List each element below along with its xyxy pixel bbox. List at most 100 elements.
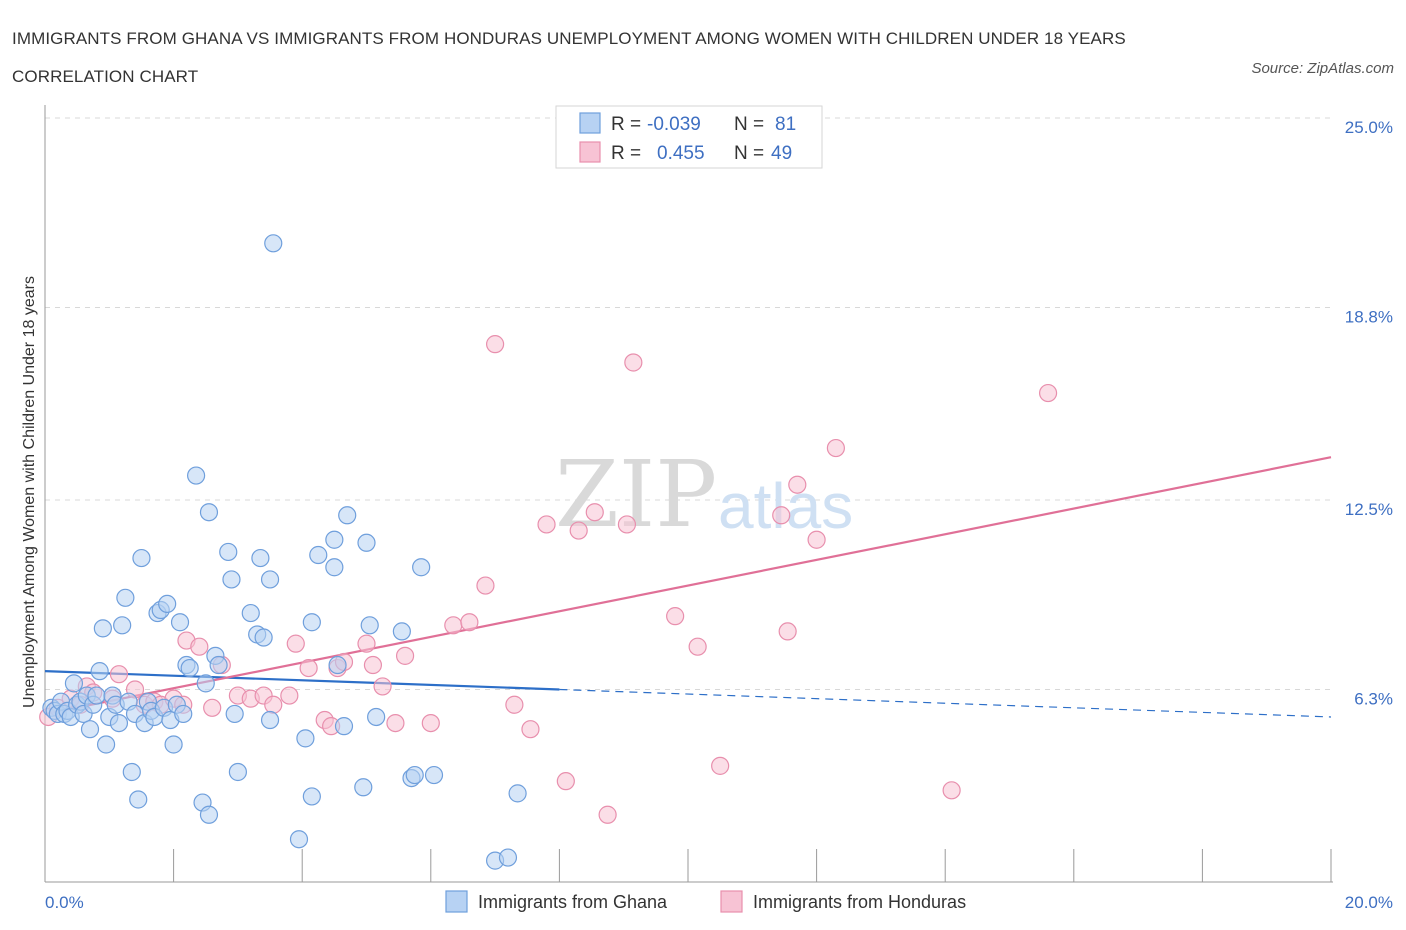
ghana-point xyxy=(508,784,527,803)
ghana-point xyxy=(325,558,344,577)
ghana-point xyxy=(180,658,199,678)
honduras-point xyxy=(537,515,556,534)
honduras-point xyxy=(109,665,129,684)
data-points xyxy=(39,234,1058,870)
honduras-point xyxy=(521,720,540,739)
honduras-point xyxy=(598,805,617,824)
bottom-legend-honduras-label: Immigrants from Honduras xyxy=(753,892,966,912)
ghana-point xyxy=(132,548,151,568)
x-tick-labels: 0.0% 20.0% xyxy=(45,893,1393,912)
honduras-point xyxy=(486,335,505,354)
honduras-point xyxy=(395,646,415,665)
legend-honduras-swatch xyxy=(579,141,601,163)
ghana-point xyxy=(80,720,100,739)
ghana-point xyxy=(199,503,219,522)
honduras-point xyxy=(617,515,637,534)
ghana-point xyxy=(260,710,280,730)
ghana-point xyxy=(405,765,424,785)
honduras-point xyxy=(299,658,318,678)
legend-n-label: N = xyxy=(734,143,764,164)
ghana-point xyxy=(158,594,177,614)
ghana-point xyxy=(260,570,280,589)
y-tick-label: 6.3% xyxy=(1354,689,1393,708)
ghana-point xyxy=(113,616,132,635)
y-tick-label: 18.8% xyxy=(1345,307,1393,326)
ghana-point xyxy=(199,805,219,824)
honduras-point xyxy=(280,686,299,705)
ghana-point xyxy=(360,616,379,635)
honduras-point xyxy=(421,713,440,733)
ghana-point xyxy=(225,704,244,724)
honduras-point xyxy=(788,475,807,494)
ghana-point xyxy=(129,790,148,809)
ghana-point xyxy=(196,674,215,693)
honduras-point xyxy=(711,756,730,775)
honduras-point xyxy=(264,695,283,714)
ghana-point xyxy=(296,729,315,748)
axes xyxy=(44,105,1333,883)
legend-r-value: 0.455 xyxy=(657,143,705,164)
honduras-trend-line xyxy=(44,456,1332,715)
honduras-point xyxy=(569,521,588,540)
honduras-point xyxy=(203,698,222,717)
ghana-point xyxy=(164,735,183,754)
honduras-point xyxy=(505,695,524,714)
ghana-point xyxy=(498,848,518,867)
honduras-point xyxy=(190,637,209,656)
ghana-point xyxy=(328,655,347,675)
ghana-point xyxy=(87,686,106,705)
ghana-point xyxy=(222,570,241,589)
y-tick-label: 12.5% xyxy=(1345,500,1393,519)
y-axis-label: Unemployment Among Women with Children U… xyxy=(21,276,38,708)
ghana-point xyxy=(209,655,228,675)
ghana-trend-line xyxy=(44,670,560,691)
honduras-point xyxy=(1038,383,1058,403)
legend-r-value: -0.039 xyxy=(647,114,701,135)
grid-lines xyxy=(45,117,1331,690)
y-tick-labels: 6.3% 12.5% 18.8% 25.0% xyxy=(1345,118,1393,708)
ghana-point xyxy=(412,558,431,577)
legend-r-label: R = xyxy=(611,143,641,164)
ghana-point xyxy=(354,778,373,797)
source-label: Source: ZipAtlas.com xyxy=(1251,60,1394,77)
honduras-point xyxy=(807,530,826,549)
honduras-point xyxy=(373,677,392,696)
ghana-point xyxy=(264,234,283,253)
ghana-point xyxy=(325,530,344,549)
legend-r-label: R = xyxy=(611,114,641,135)
ghana-point xyxy=(90,662,109,681)
honduras-point xyxy=(357,634,376,653)
trend-lines xyxy=(44,456,1332,718)
ghana-point xyxy=(219,542,238,562)
honduras-point xyxy=(688,637,707,656)
legend-ghana-swatch xyxy=(579,112,601,134)
ghana-point xyxy=(251,548,270,568)
honduras-point xyxy=(476,576,495,595)
legend-n-value: 49 xyxy=(771,143,792,164)
ghana-point xyxy=(302,787,321,806)
honduras-point xyxy=(286,634,305,653)
legend-n-value: 81 xyxy=(775,114,796,135)
ghana-point xyxy=(96,735,116,754)
ghana-point xyxy=(338,506,357,525)
ghana-point xyxy=(424,765,444,785)
honduras-point xyxy=(363,655,383,675)
ghana-point xyxy=(109,713,129,733)
honduras-point xyxy=(386,713,405,733)
ghana-point xyxy=(170,613,190,632)
ghana-point xyxy=(309,545,328,565)
honduras-point xyxy=(585,503,604,522)
ghana-point xyxy=(93,619,112,638)
bottom-legend: Immigrants from Ghana Immigrants from Ho… xyxy=(445,890,966,913)
x-tick-label: 20.0% xyxy=(1345,893,1393,912)
watermark-atlas: atlas xyxy=(718,470,853,542)
honduras-point xyxy=(778,622,797,641)
ghana-point xyxy=(116,588,135,607)
honduras-point xyxy=(460,613,479,632)
x-tick-label: 0.0% xyxy=(45,893,84,912)
ghana-point xyxy=(392,622,411,641)
bottom-legend-honduras-swatch xyxy=(720,890,743,913)
honduras-point xyxy=(942,781,961,800)
ghana-point xyxy=(241,603,260,623)
